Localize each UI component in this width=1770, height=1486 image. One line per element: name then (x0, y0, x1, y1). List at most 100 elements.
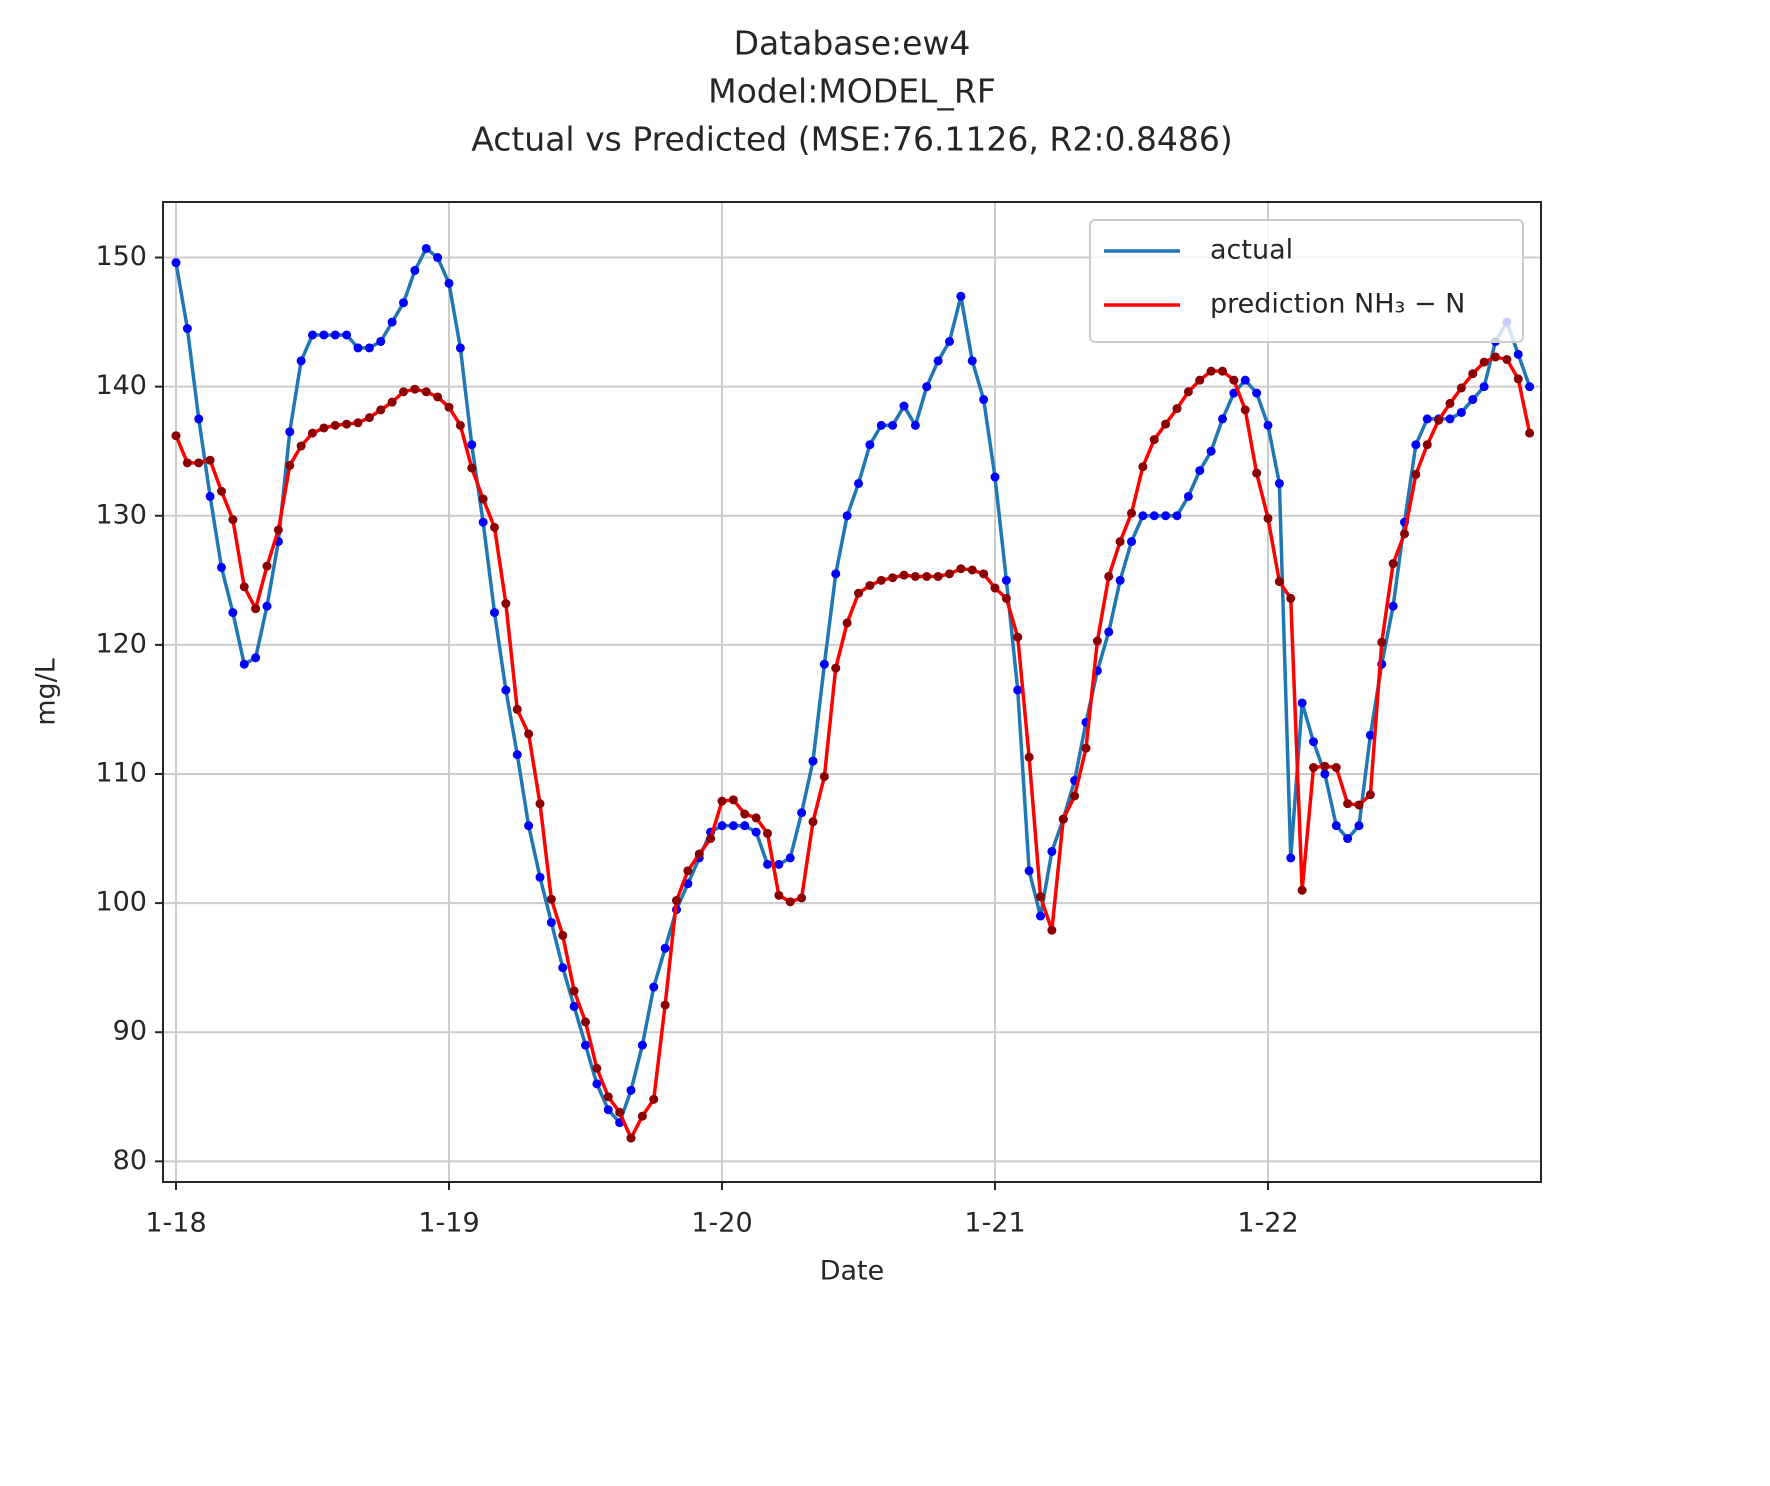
data-point (421, 387, 431, 397)
data-point (569, 1001, 579, 1011)
data-point (1479, 357, 1489, 367)
y-tick-label: 110 (95, 757, 147, 788)
legend-box (1089, 219, 1524, 343)
data-point (831, 663, 841, 673)
data-point (1286, 593, 1296, 603)
data-point (1229, 375, 1239, 385)
data-point (1252, 468, 1262, 478)
data-point (1195, 375, 1205, 385)
data-point (831, 569, 841, 579)
data-point (933, 356, 943, 366)
data-point (1024, 866, 1034, 876)
data-point (1115, 575, 1125, 585)
data-point (1115, 537, 1125, 547)
data-point (421, 243, 431, 253)
data-point (399, 298, 408, 308)
data-point (205, 455, 215, 465)
data-point (842, 511, 852, 521)
data-point (603, 1092, 613, 1102)
data-point (581, 1017, 590, 1027)
data-point (1183, 491, 1193, 501)
y-axis-label: mg/L (31, 658, 62, 726)
x-tick-label: 1-20 (691, 1208, 752, 1239)
data-point (660, 1000, 670, 1010)
data-point (615, 1107, 625, 1117)
data-point (1331, 821, 1341, 831)
data-point (353, 418, 363, 428)
data-point (239, 659, 249, 669)
data-point (1456, 407, 1466, 417)
x-tick-label: 1-18 (145, 1208, 206, 1239)
data-point (1343, 834, 1353, 844)
data-point (546, 917, 556, 927)
data-point (1161, 419, 1171, 429)
data-point (467, 440, 477, 450)
data-point (399, 387, 408, 397)
data-point (1172, 404, 1182, 414)
data-point (854, 588, 863, 598)
data-point (888, 420, 898, 430)
y-tick-label: 100 (95, 887, 147, 918)
data-point (342, 330, 352, 340)
data-point (376, 336, 386, 346)
data-point (990, 472, 1000, 482)
x-tick-label: 1-19 (418, 1208, 479, 1239)
plot-frame (162, 201, 1542, 1183)
y-tick-label: 150 (95, 241, 147, 272)
data-point (296, 441, 306, 451)
data-point (285, 427, 295, 437)
data-point (1195, 466, 1205, 476)
data-point (1445, 414, 1455, 424)
data-point (1013, 632, 1023, 642)
data-point (524, 821, 534, 831)
data-point (865, 440, 875, 450)
data-point (1036, 892, 1045, 902)
data-point (1445, 398, 1455, 408)
data-point (1252, 388, 1262, 398)
data-point (558, 930, 568, 940)
chart-title: Model:MODEL_RF (708, 72, 996, 111)
data-point (865, 580, 875, 590)
data-point (1468, 395, 1478, 405)
data-point (205, 491, 215, 501)
data-point (262, 601, 272, 611)
data-point (569, 986, 579, 996)
data-point (797, 893, 807, 903)
data-point (1138, 462, 1148, 472)
data-point (819, 659, 829, 669)
data-point (524, 729, 534, 739)
data-point (797, 808, 807, 818)
data-point (1422, 414, 1432, 424)
data-point (967, 356, 977, 366)
data-point (808, 756, 818, 766)
data-point (546, 894, 556, 904)
data-point (956, 291, 966, 301)
data-point (1240, 405, 1250, 415)
data-point (1377, 637, 1387, 647)
legend-label: prediction NH₃ − N (1210, 289, 1465, 320)
data-point (1286, 853, 1296, 863)
data-point (444, 278, 454, 288)
data-point (182, 324, 192, 334)
data-point (364, 413, 374, 423)
data-point (1218, 414, 1227, 424)
data-point (1468, 369, 1478, 379)
data-point (740, 821, 750, 831)
data-point (581, 1040, 590, 1050)
data-point (273, 525, 283, 535)
data-point (1172, 511, 1182, 521)
data-point (933, 571, 943, 581)
data-point (455, 420, 465, 430)
data-point (1001, 593, 1011, 603)
data-point (649, 982, 659, 992)
data-point (660, 943, 670, 953)
y-tick-label: 120 (95, 628, 147, 659)
data-point (433, 253, 443, 263)
data-point (490, 522, 499, 532)
data-point (501, 685, 511, 695)
data-point (1513, 349, 1523, 359)
data-point (910, 420, 920, 430)
series-line (174, 246, 1532, 1125)
x-tick-label: 1-22 (1237, 1208, 1298, 1239)
data-point (1149, 511, 1159, 521)
